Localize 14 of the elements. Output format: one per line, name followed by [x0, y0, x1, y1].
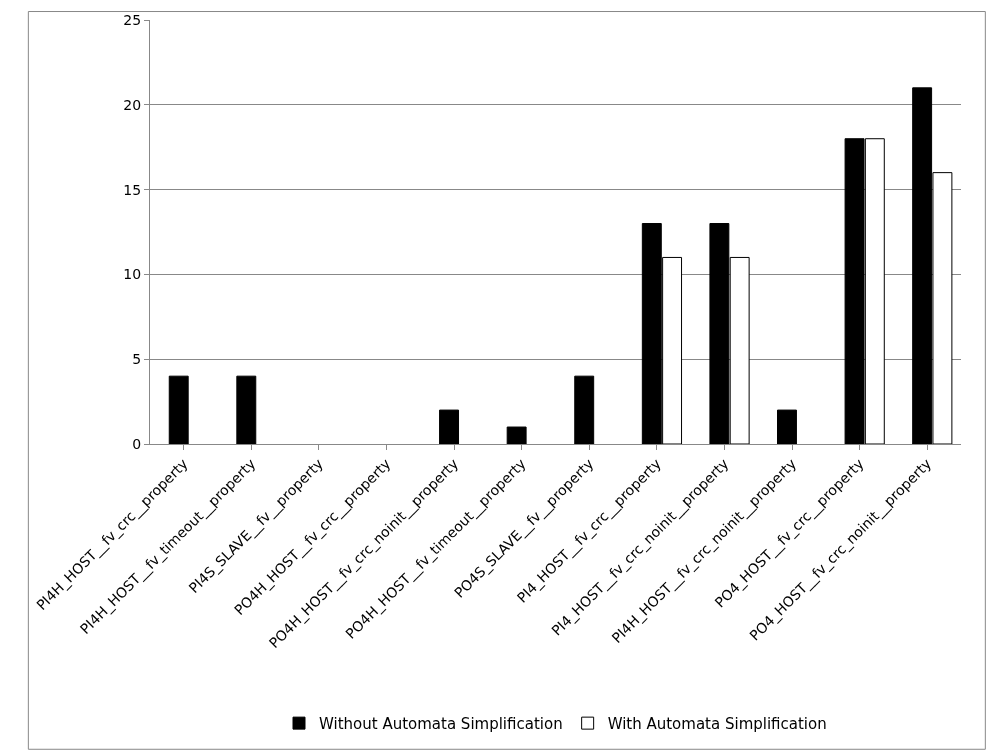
y-tick-label: 10 [123, 266, 142, 283]
bar [168, 375, 189, 444]
legend-label: Without Automata Simplification [319, 714, 563, 733]
y-tick-label: 15 [123, 181, 142, 198]
legend-label: With Automata Simplification [607, 714, 827, 733]
y-tick-label: 20 [123, 96, 142, 113]
bar [777, 409, 797, 444]
y-tick-label: 25 [123, 11, 142, 28]
bar [574, 375, 595, 444]
y-tick-label: 0 [132, 435, 142, 452]
bar [439, 409, 460, 444]
bar [236, 375, 257, 444]
bar [506, 426, 527, 444]
y-tick-label: 5 [132, 351, 142, 368]
